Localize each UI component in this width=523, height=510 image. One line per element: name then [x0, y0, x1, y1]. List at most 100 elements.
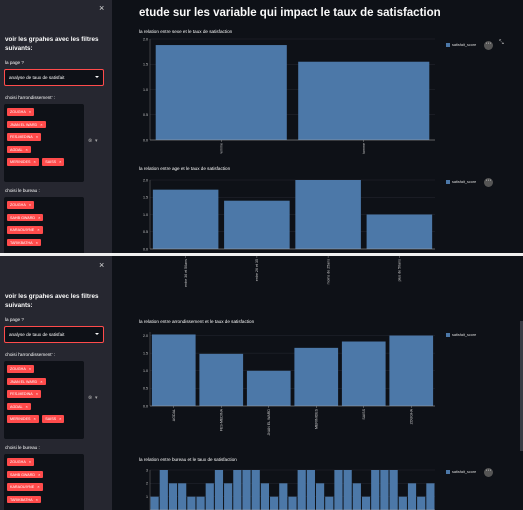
clear-arrondissement-icon[interactable]: ⊗ [88, 138, 93, 144]
tag-label: ZOUGHA [10, 367, 26, 371]
tag-remove-icon[interactable]: × [28, 459, 32, 464]
bureau-multiselect[interactable]: ZOUGHA × SAHB GWARD × KARAOUIYNE × TARIKBATHA × [4, 197, 84, 253]
tag-karaouiyne[interactable]: KARAOUIYNE × [7, 483, 43, 491]
y-tick-label: 2.0 [143, 178, 148, 182]
chevron-down-icon [95, 333, 99, 335]
tag-sahb-gward[interactable]: SAHB GWARD × [7, 213, 44, 221]
arrondissement-multiselect[interactable]: ZOUGHA × JNAN EL WARD × FES-MEDINA × AGDAL × MER… [4, 361, 84, 439]
tag-remove-icon[interactable]: × [59, 416, 62, 421]
y-tick-label: 1.0 [143, 88, 148, 92]
page-select[interactable]: analyse de taux de satisfait [4, 326, 104, 343]
arrondissement-dropdown-icon[interactable]: ▾ [95, 138, 98, 144]
tag-fes-medina[interactable]: FES-MEDINA × [7, 390, 42, 398]
tag-zougha[interactable]: ZOUGHA × [7, 458, 35, 466]
y-tick-label: 0.0 [143, 247, 148, 251]
tag-label: SAISS [45, 417, 57, 421]
bar [294, 347, 339, 406]
tag-saiss[interactable]: SAISS × [42, 415, 65, 423]
scrollbar[interactable] [520, 321, 523, 451]
tag-remove-icon[interactable]: × [25, 403, 28, 409]
bar [389, 335, 434, 406]
y-tick-label: 2 [146, 482, 148, 486]
sidebar: × voir les grpahes avec les filtres suiv… [0, 0, 112, 253]
bureau-label: choisi le bureau : [5, 445, 40, 450]
chart-menu-button[interactable]: ⋯ [484, 41, 493, 50]
bureau-multiselect[interactable]: ZOUGHA × SAHB GWARD × KARAOUIYNE × TARIKBATHA × [4, 454, 84, 510]
y-tick-label: 1 [146, 495, 148, 499]
clear-arrondissement-icon[interactable]: ⊗ [88, 395, 93, 401]
chart-menu-button[interactable]: ⋯ [484, 178, 493, 187]
tag-label: TARIKBATHA [10, 497, 33, 502]
tag-remove-icon[interactable]: × [28, 202, 32, 207]
tag-karaouiyne[interactable]: KARAOUIYNE × [7, 226, 43, 234]
tag-zougha[interactable]: ZOUGHA × [7, 201, 35, 209]
tag-remove-icon[interactable]: × [38, 214, 41, 220]
bureau-label: choisi le bureau : [5, 188, 40, 193]
tag-jnan-el-ward[interactable]: JNAN EL WARD × [7, 120, 46, 128]
tag-tarikbatha[interactable]: TARIKBATHA × [7, 495, 41, 503]
main-content: entre 36 et 50ans entre 26 et 35 moins de … [112, 256, 523, 510]
tag-remove-icon[interactable]: × [33, 416, 36, 421]
tag-agdal[interactable]: AGDAL × [7, 402, 31, 410]
y-tick-label: 3 [146, 468, 148, 472]
tag-sahb-gward[interactable]: SAHB GWARD × [7, 470, 44, 478]
page-title: etude sur les variable qui impact le tau… [139, 7, 441, 19]
tag-remove-icon[interactable]: × [38, 471, 41, 477]
y-tick-label: 1.5 [143, 196, 148, 200]
legend-label: satisfait_score [452, 43, 477, 47]
close-sidebar-icon[interactable]: × [99, 3, 105, 13]
x-tick-label: SAISS [362, 408, 366, 419]
tag-agdal[interactable]: AGDAL × [7, 145, 31, 153]
tag-label: SAISS [45, 160, 57, 164]
tag-remove-icon[interactable]: × [28, 109, 32, 114]
chart-menu-button[interactable]: ⋯ [484, 468, 493, 477]
legend-label: satisfait_score [452, 333, 477, 337]
tag-remove-icon[interactable]: × [25, 146, 28, 152]
tag-zougha[interactable]: ZOUGHA × [7, 365, 35, 373]
bar [389, 470, 398, 510]
arrondissement-dropdown-icon[interactable]: ▾ [95, 395, 98, 401]
bar [150, 496, 159, 510]
tag-saiss[interactable]: SAISS × [42, 158, 65, 166]
legend-swatch [446, 470, 450, 474]
bar [214, 470, 224, 510]
page-select[interactable]: analyse de taux de satisfait [4, 69, 104, 86]
tag-remove-icon[interactable]: × [40, 121, 43, 127]
tag-fes-medina[interactable]: FES-MEDINA × [7, 133, 42, 141]
y-tick-label: 2.0 [143, 334, 148, 338]
age-chart-xaxis: entre 36 et 50ans entre 26 et 35 moins de … [184, 256, 402, 287]
tag-remove-icon[interactable]: × [59, 159, 62, 164]
bar [279, 483, 288, 510]
tag-remove-icon[interactable]: × [35, 134, 39, 139]
tag-remove-icon[interactable]: × [28, 366, 32, 371]
tag-label: FES-MEDINA [10, 135, 33, 139]
tag-remove-icon[interactable]: × [40, 378, 43, 384]
bar [361, 496, 371, 510]
tag-jnan-el-ward[interactable]: JNAN EL WARD × [7, 377, 46, 385]
tag-merinides[interactable]: MERINIDES × [7, 415, 39, 423]
tag-remove-icon[interactable]: × [35, 391, 39, 396]
y-tick-label: 0.0 [143, 404, 148, 408]
arrondissement-bar-chart: 0.0 0.5 1.0 1.5 2.0 AGDAL FES-MEDINA JNAN EL WA… [143, 332, 435, 436]
tag-remove-icon[interactable]: × [35, 239, 38, 245]
bar [242, 470, 251, 510]
tag-tarikbatha[interactable]: TARIKBATHA × [7, 238, 41, 246]
tag-merinides[interactable]: MERINIDES × [7, 158, 39, 166]
close-sidebar-icon[interactable]: × [99, 260, 105, 270]
tag-remove-icon[interactable]: × [37, 227, 40, 232]
arrondissement-multiselect[interactable]: ZOUGHA × JNAN EL WARD × FES-MEDINA × AGDAL × MER… [4, 104, 84, 182]
expand-icon[interactable]: ⤡ [499, 40, 504, 46]
x-tick-label: Homme [362, 143, 366, 154]
bar [224, 200, 290, 249]
tag-remove-icon[interactable]: × [33, 159, 36, 164]
screenshot-top: × voir les grpahes avec les filtres suiv… [0, 0, 523, 253]
bar [205, 483, 214, 510]
bureau-chart-title: la relation entre bureau et le taux de s… [139, 457, 237, 462]
tag-remove-icon[interactable]: × [37, 484, 40, 489]
bar [334, 470, 343, 510]
age-bar-chart: 0.0 0.5 1.0 1.5 2.0 [143, 178, 435, 251]
tag-zougha[interactable]: ZOUGHA × [7, 108, 35, 116]
tag-remove-icon[interactable]: × [35, 496, 38, 502]
bar [233, 470, 242, 510]
bar [398, 496, 407, 510]
